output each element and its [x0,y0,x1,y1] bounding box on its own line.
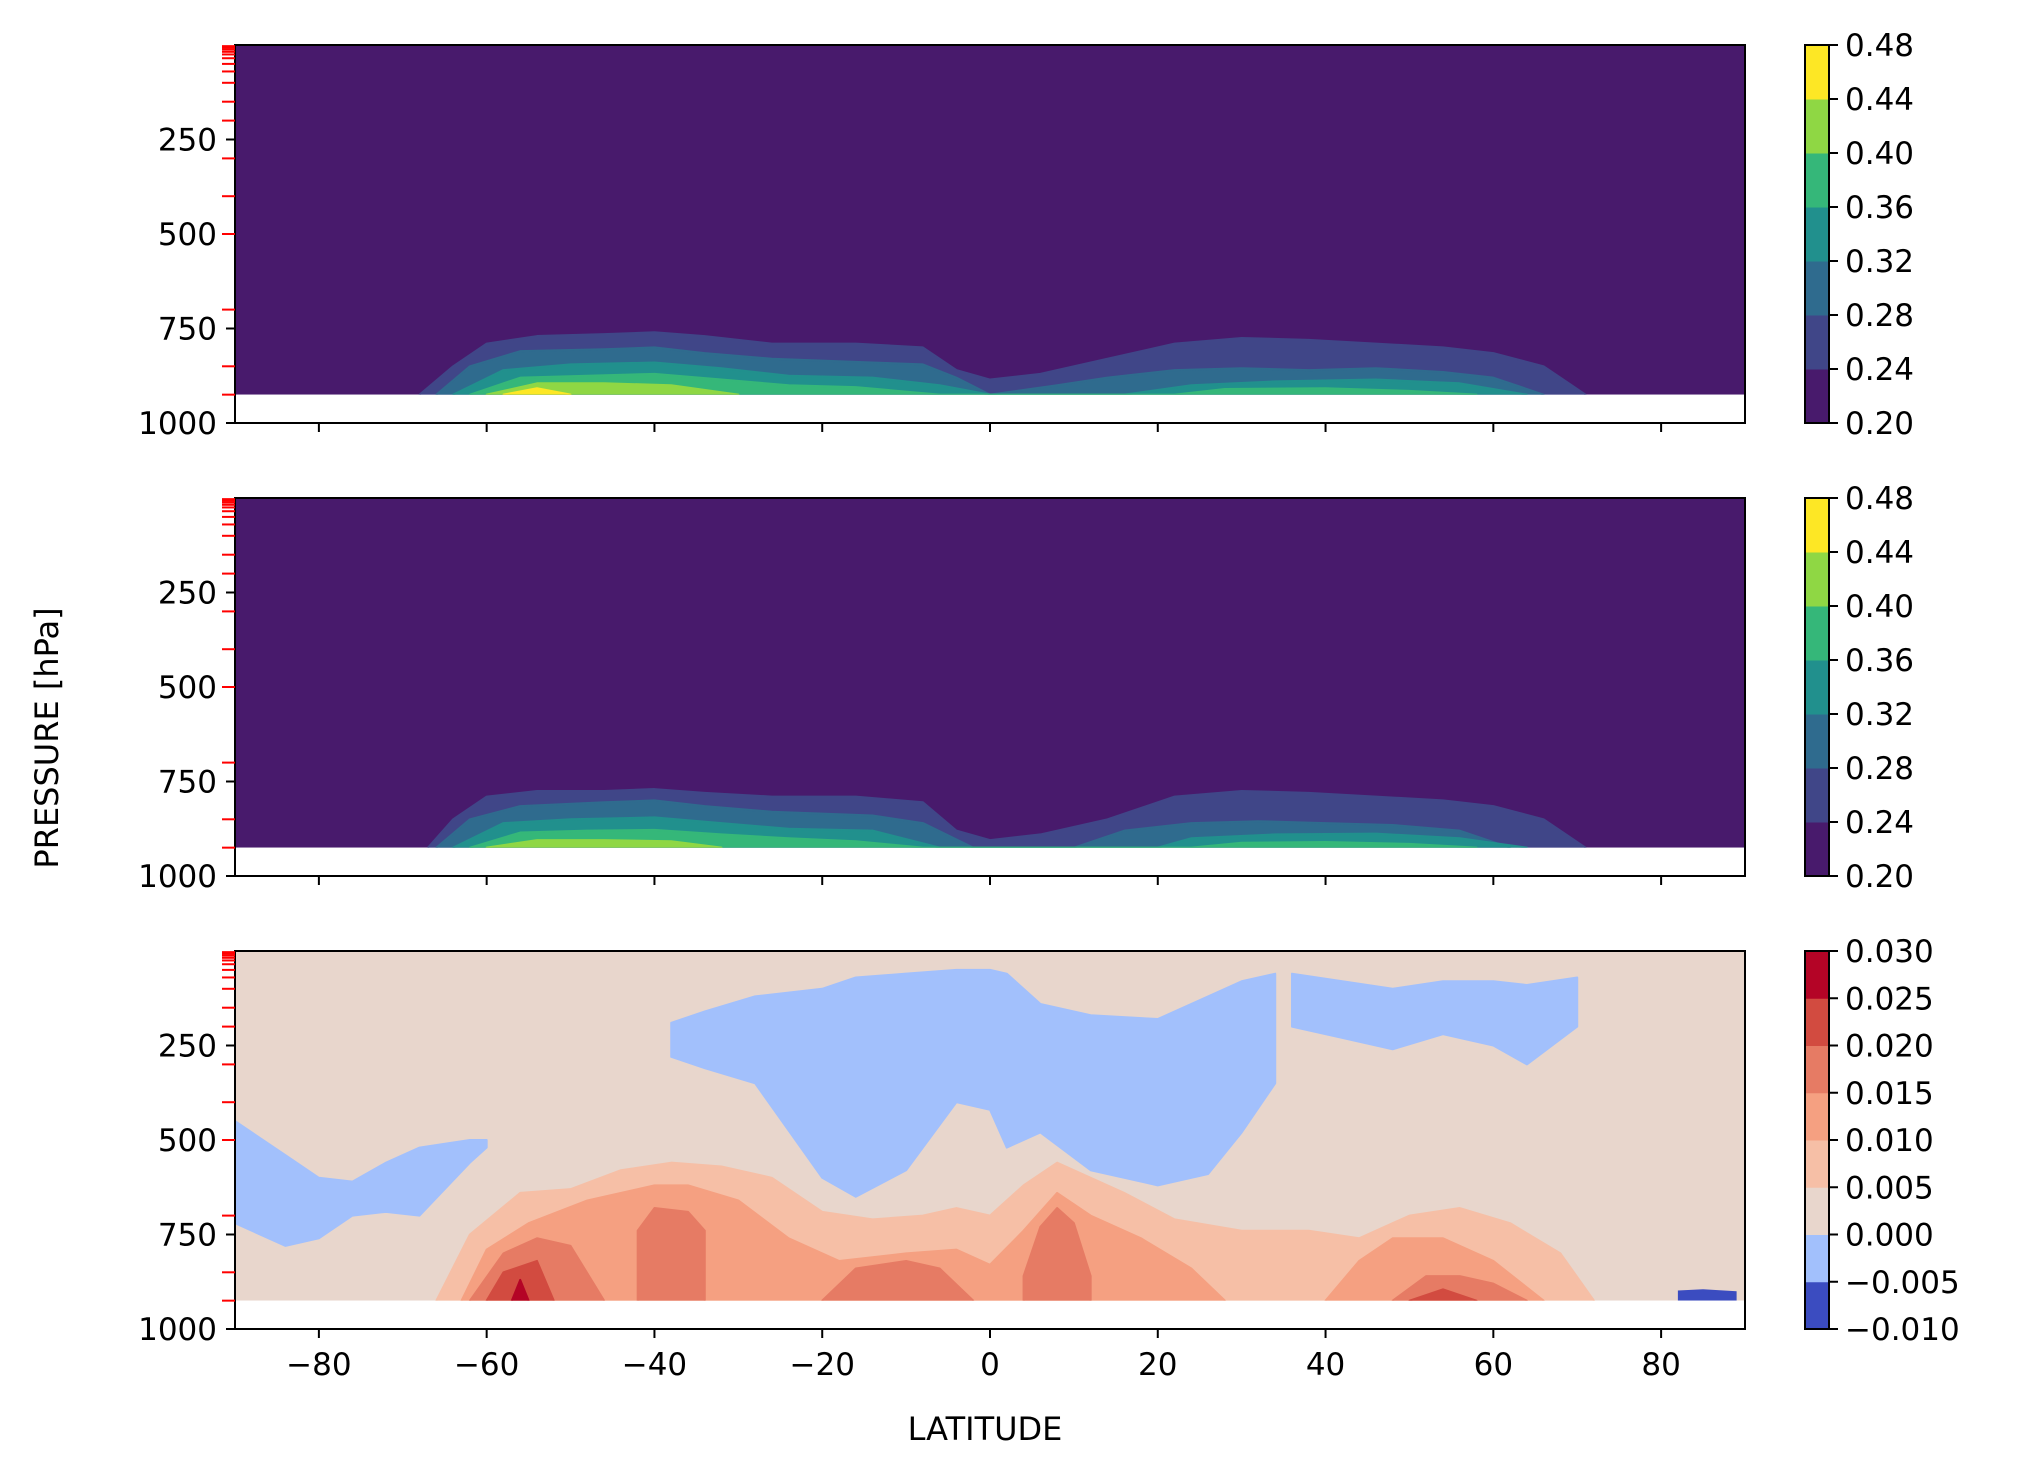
x-tick-label: 80 [1641,1347,1680,1383]
plot-area [235,45,1745,395]
colorbar-tick-label: 0.020 [1845,1029,1934,1065]
colorbar-segment [1805,951,1829,999]
top-panel: 250 500 750 1000 0.20 0.24 0.28 0.32 0.36 0.40 0.4… [138,28,1914,442]
background-fill [235,45,1745,395]
colorbar-tick-label: −0.010 [1845,1312,1960,1348]
colorbar-segment [1805,45,1829,100]
y-tick-label: 1000 [138,859,217,895]
colorbar-segment [1805,660,1829,715]
colorbar-tick-label: 0.48 [1845,481,1914,517]
colorbar-tick-label: 0.20 [1845,859,1914,895]
colorbar-tick-label: 0.44 [1845,82,1914,118]
contour-region [1291,972,1579,1066]
colorbar-tick-label: 0.40 [1845,136,1914,172]
colorbar-frame [1804,497,1830,877]
contour-region [1022,1207,1092,1301]
colorbar-segment [1805,714,1829,769]
x-tick-label: −20 [790,1347,855,1383]
colorbar-tick-label: 0.20 [1845,406,1914,442]
y-axis-label: PRESSURE [hPa] [28,607,66,868]
contour-region [1677,1289,1737,1301]
colorbar-tick-label: 0.015 [1845,1076,1934,1112]
y-tick-label: 500 [158,1123,217,1159]
colorbar-tick-label: 0.24 [1845,352,1914,388]
colorbar-tick-label: 0.40 [1845,589,1914,625]
colorbar-segment [1805,153,1829,208]
colorbar-tick-label: 0.36 [1845,190,1914,226]
contour-region [636,1207,706,1301]
plot-area [235,498,1745,848]
y-tick-label: 250 [158,576,217,612]
colorbar-tick-label: 0.36 [1845,643,1914,679]
colorbar-tick-label: 0.025 [1845,981,1934,1017]
colorbar-segment [1805,768,1829,823]
y-tick-label: 1000 [138,1312,217,1348]
x-tick-label: 40 [1306,1347,1345,1383]
x-tick-label: 60 [1474,1347,1513,1383]
colorbar-tick-label: 0.000 [1845,1218,1934,1254]
y-tick-label: 500 [158,217,217,253]
colorbar-segment [1805,822,1829,877]
colorbar-tick-label: 0.005 [1845,1170,1934,1206]
colorbar-segment [1805,1140,1829,1188]
x-axis-label: LATITUDE [908,1410,1063,1448]
y-tick-label: 1000 [138,406,217,442]
contour-region [468,828,1478,848]
colorbar-segment [1805,552,1829,607]
colorbar-tick-label: 0.28 [1845,298,1914,334]
colorbar-segment [1805,1187,1829,1235]
y-tick-label: 750 [158,312,217,348]
colorbar-tick-label: 0.48 [1845,28,1914,64]
y-tick-label: 250 [158,123,217,159]
contour-region [821,1259,975,1301]
colorbar-segment [1805,498,1829,553]
colorbar-segment [1805,998,1829,1046]
colorbar-segment [1805,1092,1829,1141]
x-tick-label: −60 [454,1347,519,1383]
contour-region [670,968,1277,1198]
bottom-panel: 250 500 750 1000 −80 −60 −40 −20 0 20 40 60 80 −0.010… [138,934,1960,1383]
background-fill [235,498,1745,848]
colorbar-segment [1805,1045,1829,1094]
contour-region [235,1120,488,1247]
colorbar-segment [1805,369,1829,424]
colorbar-segment [1805,606,1829,661]
contour-region [502,387,572,395]
y-tick-label: 250 [158,1029,217,1065]
colorbar-segment [1805,261,1829,316]
x-tick-label: −40 [622,1347,687,1383]
colorbar-tick-label: 0.32 [1845,697,1914,733]
colorbar-segment [1805,1234,1829,1283]
colorbar-tick-label: 0.28 [1845,751,1914,787]
colorbar-segment [1805,315,1829,370]
colorbar-tick-label: 0.24 [1845,805,1914,841]
y-tick-label: 500 [158,670,217,706]
middle-panel: 250 500 750 1000 0.20 0.24 0.28 0.32 0.36 0.40 0.4… [138,481,1914,895]
x-tick-label: 20 [1138,1347,1177,1383]
colorbar-tick-label: 0.010 [1845,1123,1934,1159]
plot-area [235,951,1745,1301]
colorbar-segment [1805,1281,1829,1330]
x-tick-label: −80 [286,1347,351,1383]
contour-region [468,372,1478,395]
y-tick-label: 750 [158,1218,217,1254]
colorbar-segment [1805,99,1829,154]
colorbar-tick-label: 0.32 [1845,244,1914,280]
colorbar-segment [1805,207,1829,262]
colorbar-tick-label: 0.030 [1845,934,1934,970]
colorbar-tick-label: 0.44 [1845,535,1914,571]
contour-region [485,839,723,848]
colorbar-frame [1804,44,1830,424]
contour-region [1408,1288,1478,1301]
contour-region [510,1278,530,1301]
y-tick-label: 750 [158,765,217,801]
colorbar-tick-label: −0.005 [1845,1265,1960,1301]
x-tick-label: 0 [980,1347,1000,1383]
